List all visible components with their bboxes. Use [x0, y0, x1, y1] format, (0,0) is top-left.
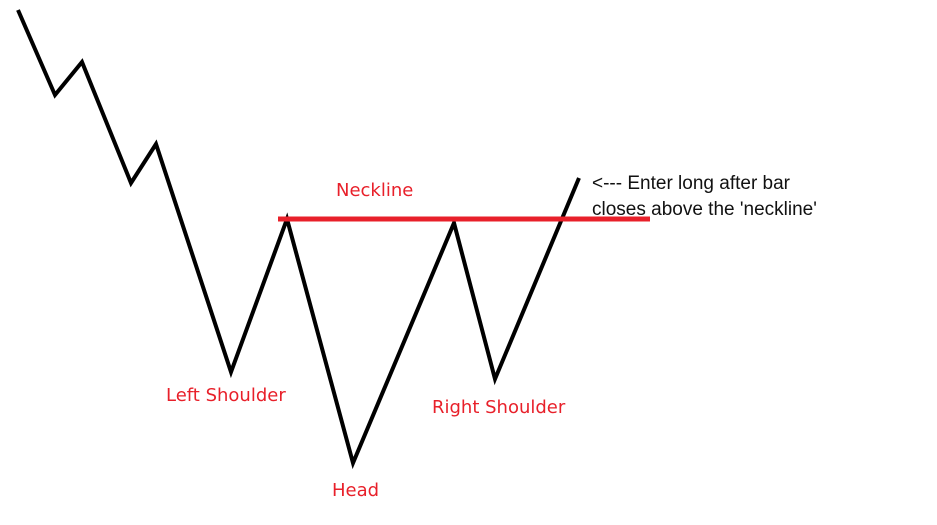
entry-note-line-1: <--- Enter long after bar — [592, 173, 791, 194]
right-shoulder-label: Right Shoulder — [432, 397, 566, 418]
price-line — [16, 9, 581, 470]
left-shoulder-label: Left Shoulder — [166, 385, 286, 406]
neckline-label: Neckline — [336, 180, 413, 201]
head-label: Head — [332, 480, 379, 501]
entry-note-line-2: closes above the 'neckline' — [592, 199, 817, 220]
